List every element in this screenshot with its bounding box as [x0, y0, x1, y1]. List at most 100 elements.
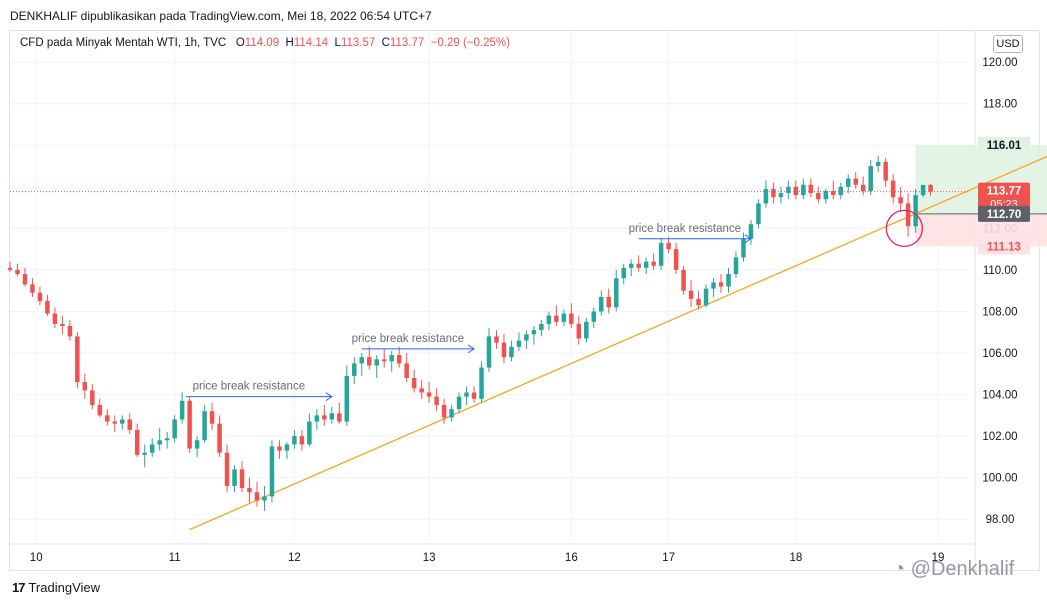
high-value: 114.14: [293, 37, 329, 49]
y-tick-label: 106.00: [982, 348, 1017, 360]
candle-body: [217, 423, 222, 453]
candle: [913, 188, 918, 233]
candle: [756, 199, 761, 229]
candle-body: [112, 421, 118, 424]
candle: [187, 396, 192, 453]
candle: [45, 294, 50, 316]
y-tick-label: 104.00: [982, 390, 1017, 402]
candle: [733, 251, 739, 279]
candle-body: [22, 274, 28, 285]
candle: [658, 238, 664, 270]
candle-body: [666, 242, 671, 250]
candle: [284, 442, 290, 459]
candle-body: [890, 180, 896, 198]
candle: [786, 180, 791, 200]
candle: [831, 180, 836, 200]
candle: [651, 253, 656, 270]
candle: [546, 311, 552, 331]
candle-body: [120, 419, 125, 424]
candle: [823, 188, 829, 204]
candle-body: [621, 267, 626, 279]
candle-body: [569, 313, 574, 324]
candle-body: [703, 288, 709, 306]
resistance-annotation-text: price break resistance: [352, 333, 465, 345]
candle: [269, 440, 275, 503]
candle-body: [30, 284, 35, 293]
candle-body: [860, 184, 866, 191]
candle: [898, 186, 903, 212]
candle-body: [389, 355, 394, 362]
candle-body: [741, 238, 746, 258]
candle: [464, 386, 469, 405]
candle-body: [501, 342, 507, 358]
candle: [486, 328, 492, 372]
candle: [120, 415, 125, 430]
candle-body: [239, 469, 245, 489]
candle-body: [194, 440, 200, 449]
candle: [516, 332, 522, 351]
candle-body: [157, 440, 162, 445]
x-tick-label: 10: [30, 552, 43, 564]
candle-body: [67, 326, 73, 337]
candle: [404, 353, 409, 383]
symbol-name: CFD pada Minyak Mentah WTI, 1h, TVC: [20, 37, 227, 49]
candle: [860, 176, 866, 196]
currency-button[interactable]: USD: [993, 35, 1023, 53]
candle-body: [367, 357, 372, 366]
candle-body: [920, 184, 926, 196]
candle-body: [636, 263, 641, 268]
candle: [367, 346, 372, 370]
candle-body: [449, 409, 454, 418]
candle: [584, 317, 589, 343]
candle: [314, 409, 320, 430]
candle-body: [105, 415, 110, 422]
tradingview-logo[interactable]: 17 TradingView: [12, 580, 100, 595]
candle-body: [696, 299, 701, 306]
candle: [202, 404, 207, 443]
candle: [718, 274, 724, 293]
candle: [621, 263, 626, 285]
author-watermark: ◔ @Denkhalif: [893, 558, 1014, 581]
candle: [711, 278, 716, 297]
candle: [599, 290, 604, 316]
x-tick-label: 17: [662, 552, 675, 564]
candle: [539, 319, 544, 337]
candle-body: [801, 184, 806, 196]
candle: [142, 444, 147, 468]
candle-body: [142, 452, 147, 455]
candle-body: [284, 444, 290, 451]
candle: [509, 340, 514, 362]
candle-body: [883, 161, 888, 181]
candle: [441, 398, 447, 424]
candle-body: [322, 415, 327, 420]
candle-body: [60, 323, 65, 327]
candle-body: [307, 421, 312, 445]
candle-body: [681, 269, 686, 291]
candle-body: [875, 161, 881, 167]
candle: [501, 334, 507, 364]
candle: [209, 402, 215, 430]
candle: [149, 438, 155, 457]
candle: [396, 346, 402, 368]
candle-body: [733, 257, 739, 275]
candle-body: [688, 290, 694, 300]
candle: [569, 303, 574, 329]
candle: [179, 392, 185, 424]
price-label-stop-loss: 111.13: [987, 241, 1021, 253]
candle: [763, 180, 769, 208]
candle-body: [606, 296, 611, 308]
candle-body: [37, 292, 43, 302]
candle-body: [561, 313, 567, 322]
candle: [846, 174, 851, 194]
candle-body: [554, 315, 559, 322]
candle: [389, 350, 394, 372]
candle-body: [531, 330, 537, 335]
candle-body: [254, 492, 260, 501]
candle-body: [913, 195, 918, 227]
candle-body: [651, 261, 656, 266]
candle-body: [337, 413, 342, 422]
candle-body: [509, 346, 514, 358]
candle-body: [344, 375, 350, 422]
candle: [703, 284, 709, 308]
